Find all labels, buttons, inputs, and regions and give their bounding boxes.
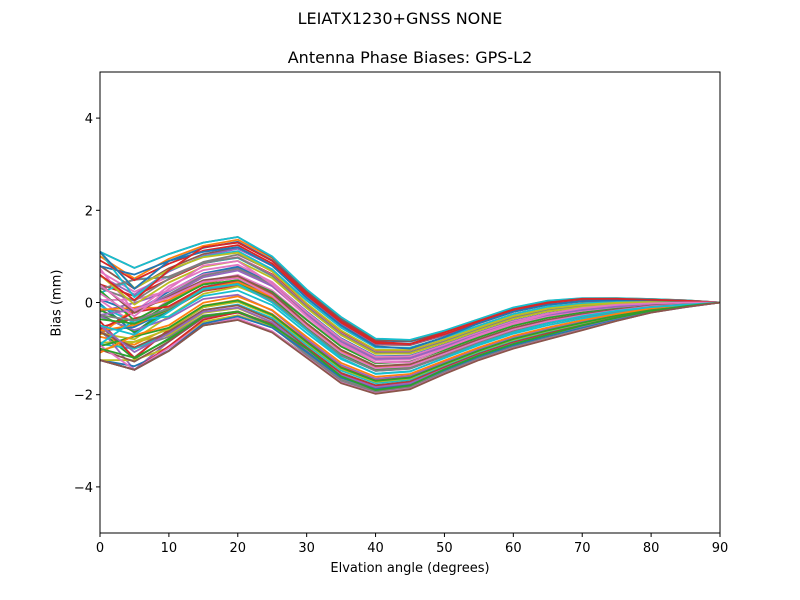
series-line [99,301,721,395]
y-tick-label: −2 [74,389,93,404]
series-line [99,251,721,351]
x-tick-label: 40 [367,541,384,556]
x-tick-label: 0 [96,541,104,556]
y-tick-label: 0 [85,297,93,312]
x-axis-ticks: 0 10 20 30 40 50 60 70 80 90 [96,533,728,556]
series-line [99,269,721,360]
x-axis-label: Elvation angle (degrees) [330,561,490,576]
x-tick-label: 50 [436,541,453,556]
y-tick-label: 4 [85,112,93,127]
series-line [99,275,721,367]
figure-suptitle: LEIATX1230+GNSS NONE [297,9,503,28]
x-tick-label: 90 [712,541,729,556]
y-axis-ticks: −4 −2 0 2 4 [74,112,100,496]
series-line [99,260,720,364]
x-tick-label: 60 [505,541,522,556]
series-line [99,241,721,345]
series-line [99,283,721,375]
series-line [99,246,721,350]
x-tick-label: 30 [298,541,315,556]
x-tick-label: 20 [230,541,247,556]
series-line [99,295,721,378]
y-tick-label: 2 [85,204,93,219]
axes-title: Antenna Phase Biases: GPS-L2 [287,48,533,67]
series-lines [99,236,721,395]
x-tick-label: 80 [643,541,660,556]
y-tick-label: −4 [74,481,93,496]
series-line [99,301,721,392]
x-tick-label: 70 [574,541,591,556]
x-tick-label: 10 [161,541,178,556]
series-line [99,299,721,382]
y-axis-label: Bias (mm) [49,269,65,337]
